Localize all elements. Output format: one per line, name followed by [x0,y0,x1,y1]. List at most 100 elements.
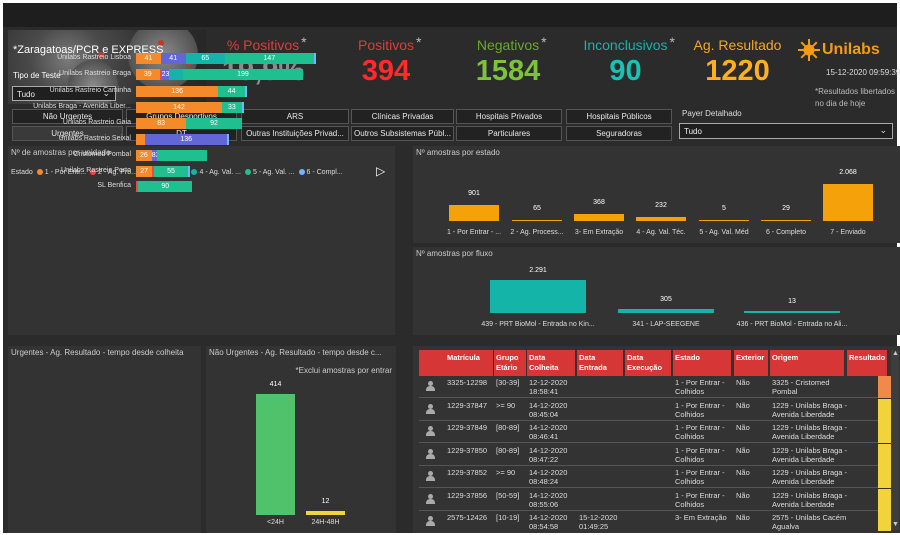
bar-value-label: 2.068 [839,169,857,176]
bar-segment[interactable]: 136 [136,86,219,97]
bar[interactable] [574,214,624,221]
column-header[interactable]: Matrícula [445,350,493,376]
payer-group-button[interactable]: Outros Subsistemas Públ... [351,126,454,141]
bar[interactable] [636,216,686,221]
table-row[interactable]: 1229-37856 [50-59] 14-12-2020 08:55:06 1 - … [419,488,891,511]
brand-name: Unilabs [822,41,880,58]
cell-grupo: [50-59] [496,490,520,500]
cell-matricula: 3325-12298 [447,378,488,387]
report-title: *Zaragatoas/PCR e EXPRESS [13,44,164,56]
bar-segment[interactable] [244,86,248,97]
table-body: 3325-12298 [30-39] 12-12-2020 18:58:41 1 - … [419,376,899,531]
bar[interactable] [699,219,749,221]
bar-segment[interactable] [187,166,190,177]
scroll-up-icon[interactable]: ▲ [892,350,899,357]
bar-segment[interactable]: 41 [160,53,186,64]
urgency-button[interactable]: Não Urgentes [12,109,123,124]
payer-group-button[interactable]: Clínicas Privadas [351,109,454,124]
column-header[interactable]: Data Execução [625,350,671,376]
bar[interactable] [512,219,562,221]
bar-segment[interactable]: 136 [145,134,228,145]
bar-segment[interactable]: 41 [136,53,161,64]
bar-segment[interactable]: 27 [136,166,153,177]
table-row[interactable]: 1229-37852 >= 90 14-12-2020 08:48:24 1 - Po… [419,466,891,488]
column-header[interactable]: Origem [770,350,844,376]
cell-colheita: 14-12-2020 08:47:22 [529,445,568,464]
bar-segment[interactable]: 83 [136,118,187,129]
bar-segment[interactable]: 83 [151,150,157,161]
column-header[interactable]: Estado [673,350,731,376]
bar-segment[interactable] [136,181,138,192]
cell-exterior: Não [736,423,750,432]
table-row[interactable]: 1229-37849 [80-89] 14-12-2020 08:46:41 1 - … [419,421,891,443]
bar-segment[interactable] [241,102,244,113]
payer-select[interactable]: Tudo ⌄ [679,123,893,139]
bar-segment[interactable] [136,134,146,145]
avatar-body [426,453,435,459]
bar-segment[interactable] [227,134,230,145]
payer-group-button[interactable]: ARS [241,109,349,124]
table-row[interactable]: 1229-37847 >= 90 14-12-2020 08:45:04 1 - Po… [419,398,891,421]
bar-segment[interactable]: 92 [186,118,242,129]
bar-segment[interactable]: 65 [185,53,225,64]
avatar-head [428,403,433,409]
result-flag [878,421,891,443]
bar-segment[interactable] [313,53,316,64]
table-row[interactable]: 2575-12426 [10-19] 14-12-2020 08:54:58 15-1… [419,511,891,531]
legend-label: 1 - Por Entr... [44,169,87,176]
panel-title: Não Urgentes - Ag. Resultado - tempo des… [209,348,382,357]
kpi-card: Positivos * 394 [336,34,436,88]
tipo-teste-select[interactable]: Tudo ⌄ [12,86,116,101]
bar-segment[interactable] [156,150,207,161]
panel-amostras-estado: Nº amostras por estado 901 1 - Por Entrar… [413,146,900,243]
bar-segment[interactable] [152,166,155,177]
payer-group-button[interactable]: Outras Instituições Privad... [241,126,349,141]
bar[interactable] [744,311,840,313]
bar-segment[interactable] [168,69,183,80]
bar[interactable] [761,219,811,221]
avatar-body [426,386,435,391]
bar-value-label: 901 [468,189,480,197]
payer-group-button[interactable]: Seguradoras [566,126,672,141]
bar[interactable] [618,308,714,313]
panel-title: Nº amostras por fluxo [416,249,493,258]
bar[interactable] [449,204,499,221]
category-label: SL Benfica [97,182,131,189]
bar[interactable] [490,280,586,313]
bar-segment[interactable]: 90 [138,181,193,192]
bar[interactable] [256,394,295,515]
bar-segment[interactable]: 39 [136,69,160,80]
payer-group-button[interactable]: Hospitais Públicos [566,109,672,124]
panel-amostras-fluxo: Nº amostras por fluxo 2.291 439 - PRT Bio… [413,247,900,335]
bar-value-label: 29 [782,204,790,212]
table-row[interactable]: 1229-37850 [80-89] 14-12-2020 08:47:22 1 - … [419,443,891,466]
cell-matricula: 1229-37849 [447,423,488,432]
column-header[interactable]: Exterior [734,350,768,376]
bar-segment[interactable]: 44 [218,86,245,97]
bar-value-label: 2.291 [529,267,547,274]
payer-group-button[interactable]: Hospitais Privados [456,109,562,124]
table-scrollbar[interactable] [891,350,899,530]
bar-segment[interactable] [159,69,162,80]
next-page-icon[interactable]: ▷ [376,164,386,178]
bar-segment[interactable]: 199 [182,69,304,80]
urgency-button[interactable]: Urgentes [12,126,123,141]
column-header[interactable]: Data Entrada [577,350,623,376]
cell-matricula: 1229-37847 [447,400,488,410]
bar-segment[interactable]: 142 [136,102,222,113]
bar-segment[interactable]: 26 [136,150,152,161]
bar[interactable] [306,511,345,515]
bar[interactable] [823,184,873,221]
bar-segment[interactable]: 23 [161,69,169,80]
column-header[interactable]: Grupo Etário [494,350,526,376]
bar-segment[interactable]: 33 [221,102,242,113]
bar-segment[interactable]: 147 [224,53,314,64]
table-row[interactable]: 3325-12298 [30-39] 12-12-2020 18:58:41 1 - … [419,376,891,398]
column-header[interactable]: Data Colheita [527,350,575,376]
kpi-value: 394 [361,55,411,87]
panel-amostras-unidade: Nº de amostras por unidade Estado 1 - Por… [8,53,395,335]
scroll-down-icon[interactable]: ▼ [892,521,899,528]
column-header[interactable]: Resultado [847,350,887,376]
payer-group-button[interactable]: Particulares [456,126,562,141]
bar-segment[interactable]: 55 [154,166,188,177]
